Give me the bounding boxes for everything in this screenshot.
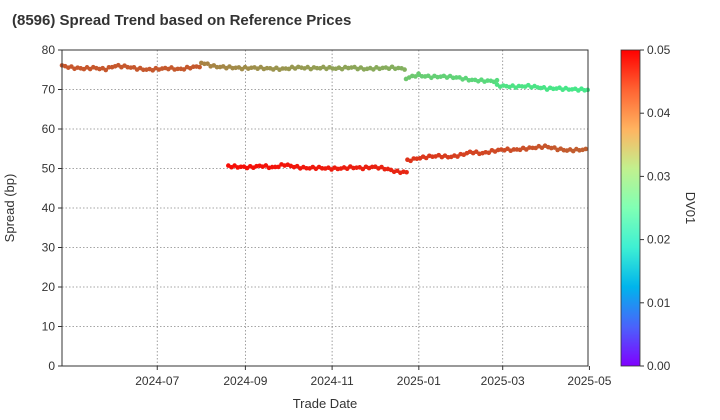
plot-grid bbox=[62, 50, 588, 366]
data-point bbox=[486, 150, 492, 156]
y-axis: 0 10 20 30 40 50 60 70 80 bbox=[42, 43, 62, 373]
chart-title: (8596) Spread Trend based on Reference P… bbox=[12, 12, 351, 29]
data-point bbox=[197, 64, 202, 70]
colorbar bbox=[620, 49, 641, 367]
colorbar-tick-label: 0.05 bbox=[647, 43, 671, 57]
colorbar-tick-label: 0.00 bbox=[647, 359, 671, 373]
y-axis-label: Spread (bp) bbox=[2, 174, 17, 243]
data-point bbox=[205, 61, 210, 66]
x-axis-label: Trade Date bbox=[293, 396, 358, 411]
data-point bbox=[181, 67, 187, 72]
data-point bbox=[263, 163, 269, 168]
data-point bbox=[276, 164, 281, 170]
data-point bbox=[552, 145, 557, 150]
data-point bbox=[455, 154, 460, 159]
x-axis: 2024-07 2024-09 2024-11 2025-01 2025-03 2025-… bbox=[135, 366, 612, 388]
data-point bbox=[103, 67, 109, 73]
data-point bbox=[408, 158, 413, 164]
data-point bbox=[404, 169, 409, 175]
colorbar-tick-label: 0.03 bbox=[647, 169, 671, 183]
x-tick-label: 2024-11 bbox=[311, 374, 354, 388]
data-point bbox=[402, 67, 407, 72]
x-tick-label: 2024-09 bbox=[223, 374, 267, 388]
y-tick-label: 80 bbox=[42, 43, 56, 57]
y-tick-label: 10 bbox=[42, 320, 56, 334]
colorbar-tick-label: 0.04 bbox=[647, 106, 671, 120]
colorbar-axis: 0.00 0.01 0.02 0.03 0.04 0.05 bbox=[640, 43, 671, 373]
y-tick-label: 20 bbox=[42, 280, 56, 294]
y-tick-label: 30 bbox=[42, 241, 56, 255]
data-point bbox=[494, 77, 500, 83]
x-tick-label: 2025-01 bbox=[397, 374, 441, 388]
x-tick-label: 2025-05 bbox=[567, 374, 611, 388]
data-point bbox=[583, 146, 589, 152]
data-points bbox=[59, 60, 591, 176]
y-tick-label: 40 bbox=[42, 201, 56, 215]
colorbar-tick-label: 0.02 bbox=[647, 233, 671, 247]
x-tick-label: 2024-07 bbox=[135, 374, 179, 388]
y-tick-label: 50 bbox=[42, 162, 56, 176]
data-point bbox=[413, 74, 418, 79]
x-tick-label: 2025-03 bbox=[481, 374, 525, 388]
colorbar-label: DV01 bbox=[683, 192, 698, 225]
y-tick-label: 70 bbox=[42, 83, 56, 97]
y-tick-label: 0 bbox=[48, 359, 55, 373]
y-tick-label: 60 bbox=[42, 122, 56, 136]
colorbar-tick-label: 0.01 bbox=[647, 296, 671, 310]
